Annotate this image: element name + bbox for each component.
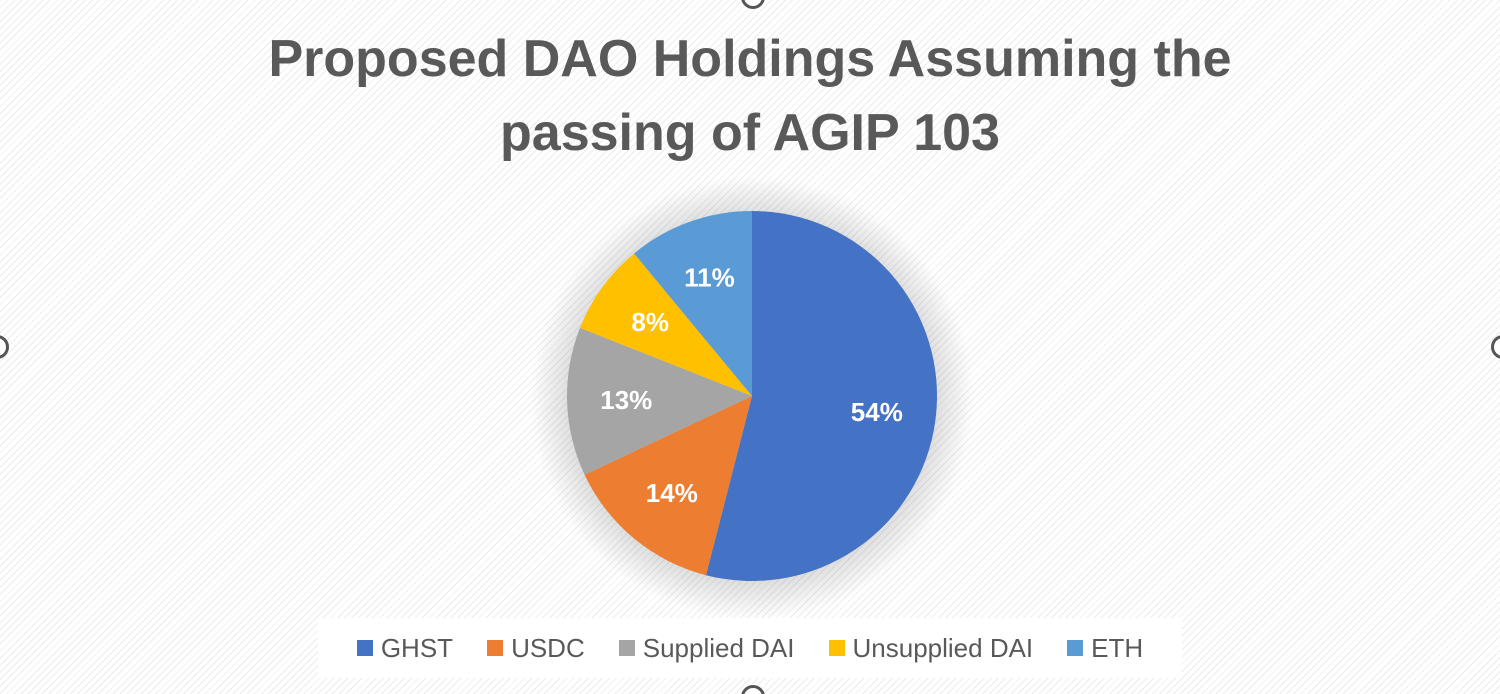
legend-item-ghst: GHST xyxy=(356,632,454,664)
data-label-ghst: 54% xyxy=(851,397,903,427)
data-label-usdc: 14% xyxy=(646,478,698,508)
legend-item-unsupplied-dai: Unsupplied DAI xyxy=(828,632,1034,664)
legend-swatch xyxy=(1067,640,1084,656)
legend-swatch xyxy=(487,640,504,656)
data-label-unsupplied-dai: 8% xyxy=(631,307,669,337)
legend-item-supplied-dai: Supplied DAI xyxy=(618,632,795,664)
legend-label: Unsupplied DAI xyxy=(852,632,1034,663)
legend-label: GHST xyxy=(380,632,454,663)
legend-item-eth: ETH xyxy=(1067,633,1143,664)
legend-label: USDC xyxy=(511,632,585,663)
pie-slice-supplied-dai[interactable] xyxy=(567,327,752,475)
data-label-supplied-dai: 13% xyxy=(600,385,652,415)
legend-label: ETH xyxy=(1091,632,1144,663)
legend-swatch xyxy=(356,640,373,656)
pie-slice-unsupplied-dai[interactable] xyxy=(579,253,752,396)
legend: GHST USDC Supplied DAI Unsupplied DAI ETH xyxy=(318,618,1182,678)
legend-swatch xyxy=(828,640,845,656)
pie-slice-ghst[interactable] xyxy=(705,211,938,581)
legend-item-usdc: USDC xyxy=(487,633,585,664)
pie-data-labels: 54% 14% 13% 8% 11% xyxy=(600,263,903,508)
pie-slice-eth[interactable] xyxy=(634,211,752,396)
chart-title: Proposed DAO Holdings Assuming the passin… xyxy=(268,30,1232,162)
legend-label: Supplied DAI xyxy=(642,632,795,663)
legend-swatch xyxy=(618,640,635,656)
pie-slice-usdc[interactable] xyxy=(584,396,752,576)
data-label-eth: 11% xyxy=(684,263,735,293)
pie-slices xyxy=(567,211,938,581)
